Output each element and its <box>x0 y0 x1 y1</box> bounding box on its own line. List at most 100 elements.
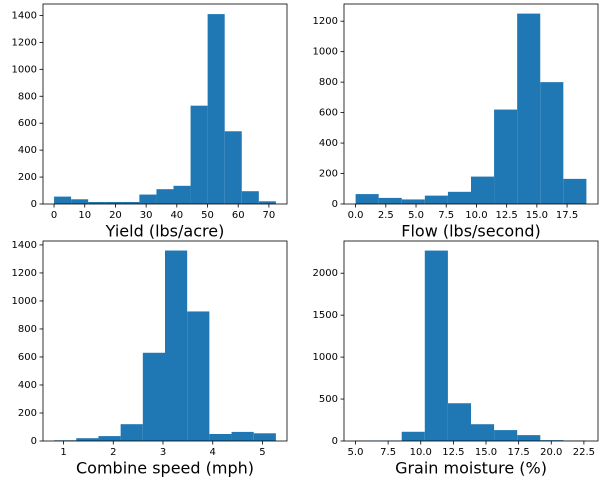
x-tick-label: 22.5 <box>573 447 595 458</box>
bar <box>120 424 143 441</box>
y-tick-label: 200 <box>18 172 37 183</box>
bar <box>424 195 448 204</box>
bar <box>88 201 106 204</box>
bar <box>187 311 210 441</box>
x-tick-label: 15.0 <box>475 447 497 458</box>
bar <box>471 424 495 441</box>
y-tick-label: 800 <box>319 77 338 88</box>
bar <box>98 436 121 441</box>
x-tick-label: 0.0 <box>348 210 364 221</box>
bar <box>517 13 541 204</box>
bar <box>207 14 225 204</box>
bar <box>355 194 379 204</box>
y-tick-label: 200 <box>18 408 37 419</box>
x-tick-label: 1 <box>60 447 66 458</box>
x-axis-label: Combine speed (mph) <box>76 459 254 478</box>
x-tick-label: 3 <box>160 447 166 458</box>
x-tick-label: 17.5 <box>556 210 578 221</box>
x-tick-label: 12.5 <box>442 447 464 458</box>
y-tick-label: 400 <box>18 145 37 156</box>
y-tick-label: 1000 <box>313 47 338 58</box>
y-tick-label: 1400 <box>12 240 37 251</box>
x-tick-label: 2.5 <box>378 210 394 221</box>
y-tick-label: 600 <box>18 118 37 129</box>
y-tick-label: 400 <box>319 138 338 149</box>
x-tick-label: 4 <box>210 447 216 458</box>
bar <box>54 196 72 204</box>
x-tick-label: 5 <box>259 447 265 458</box>
bar <box>494 109 518 204</box>
x-tick-label: 70 <box>263 210 276 221</box>
bar <box>447 403 471 441</box>
y-tick-label: 600 <box>18 352 37 363</box>
x-axis-label: Grain moisture (%) <box>395 459 547 478</box>
x-tick-label: 10.0 <box>465 210 487 221</box>
bar <box>540 82 564 204</box>
x-tick-label: 2 <box>110 447 116 458</box>
y-tick-label: 1000 <box>12 296 37 307</box>
x-tick-label: 20.0 <box>540 447 562 458</box>
axes-frame <box>343 3 599 205</box>
y-tick-label: 0 <box>332 436 338 447</box>
y-tick-label: 800 <box>18 324 37 335</box>
bar <box>494 430 518 441</box>
y-tick-label: 600 <box>319 108 338 119</box>
x-tick-label: 50 <box>201 210 214 221</box>
axes-frame <box>42 3 288 205</box>
x-tick-label: 60 <box>232 210 245 221</box>
y-tick-label: 500 <box>319 394 338 405</box>
y-tick-label: 1000 <box>313 352 338 363</box>
bar <box>241 191 259 204</box>
bar <box>209 433 232 441</box>
axes-frame <box>343 240 599 442</box>
bar <box>173 185 191 204</box>
bar <box>424 250 448 441</box>
x-tick-label: 10.0 <box>410 447 432 458</box>
x-tick-label: 40 <box>170 210 183 221</box>
bar <box>231 431 254 441</box>
y-tick-label: 0 <box>31 436 37 447</box>
bar <box>122 201 140 204</box>
y-tick-label: 0 <box>332 199 338 210</box>
y-tick-label: 1200 <box>313 16 338 27</box>
x-tick-label: 10 <box>78 210 91 221</box>
x-tick-label: 0 <box>51 210 57 221</box>
bar <box>471 176 495 204</box>
bar <box>517 435 541 441</box>
bar <box>224 131 242 204</box>
y-tick-label: 200 <box>319 169 338 180</box>
y-tick-label: 1500 <box>313 310 338 321</box>
y-tick-label: 400 <box>18 380 37 391</box>
bar <box>447 191 471 204</box>
bar <box>71 199 89 204</box>
bar <box>401 199 425 204</box>
axes-frame <box>42 240 288 442</box>
bar <box>563 178 587 204</box>
x-tick-label: 5.0 <box>408 210 424 221</box>
y-tick-label: 1200 <box>12 268 37 279</box>
bar <box>378 197 402 204</box>
y-tick-label: 1000 <box>12 64 37 75</box>
x-tick-label: 7.5 <box>380 447 396 458</box>
bar <box>190 105 208 204</box>
x-tick-label: 30 <box>140 210 153 221</box>
y-tick-label: 0 <box>31 199 37 210</box>
y-tick-label: 1400 <box>12 10 37 21</box>
bar <box>253 433 276 441</box>
bar <box>139 194 157 204</box>
x-tick-label: 20 <box>109 210 122 221</box>
y-tick-label: 1200 <box>12 37 37 48</box>
x-tick-label: 5.0 <box>348 447 364 458</box>
bar <box>540 440 564 441</box>
x-tick-label: 15.0 <box>526 210 548 221</box>
x-tick-label: 17.5 <box>508 447 530 458</box>
bar <box>156 189 174 204</box>
bar <box>258 201 276 204</box>
x-axis-label: Yield (lbs/acre) <box>105 222 225 241</box>
bar <box>76 438 99 441</box>
bar <box>105 201 123 204</box>
bar <box>165 250 188 441</box>
y-tick-label: 800 <box>18 91 37 102</box>
x-tick-label: 12.5 <box>496 210 518 221</box>
